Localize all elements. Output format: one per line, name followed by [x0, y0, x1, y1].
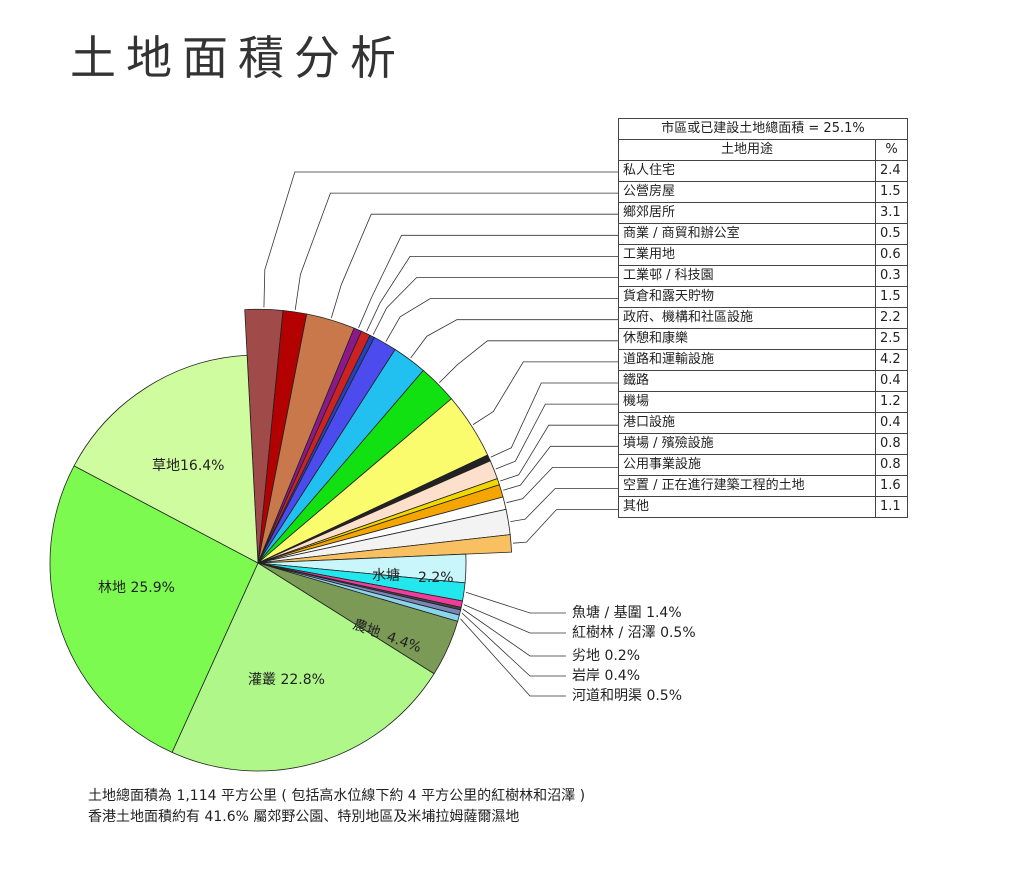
- legend-pct: 0.8: [875, 433, 908, 455]
- leader-line: [462, 608, 566, 657]
- pie-slice: [49, 465, 259, 753]
- callout-label: 劣地 0.2%: [572, 648, 640, 664]
- leader-line: [472, 361, 618, 425]
- legend-pct: 2.4: [875, 160, 908, 182]
- legend-pct: 1.5: [875, 286, 908, 308]
- leader-line: [512, 509, 618, 544]
- leader-line: [460, 618, 566, 697]
- legend-use: 空置 / 正在進行建築工程的土地: [618, 475, 876, 497]
- legend-row: 商業 / 商貿和辦公室 0.5: [618, 223, 908, 245]
- leader-line: [463, 604, 566, 634]
- legend-row: 其他 1.1: [618, 496, 908, 518]
- pie-slice: [257, 534, 512, 564]
- legend-row: 政府、機構和社區設施 2.2: [618, 307, 908, 329]
- legend-use: 道路和運輸設施: [618, 349, 876, 371]
- footnotes: 土地總面積為 1,114 平方公里 ( 包括高水位線下約 4 平方公里的紅樹林和…: [88, 786, 585, 828]
- callout-label: 岩岸 0.4%: [572, 668, 640, 684]
- pie-slice: [171, 562, 435, 772]
- legend-use: 工業用地: [618, 244, 876, 266]
- leader-line: [465, 591, 566, 614]
- legend-use: 鐵路: [618, 370, 876, 392]
- legend-pct: 3.1: [875, 202, 908, 224]
- leader-line: [410, 319, 618, 359]
- legend-pct: 4.2: [875, 349, 908, 371]
- slice-label-woodland: 林地 25.9%: [98, 580, 175, 596]
- legend-use: 公用事業設施: [618, 454, 876, 476]
- leader-line: [366, 255, 618, 332]
- legend-pct: 0.3: [875, 265, 908, 287]
- legend-use: 工業邨 / 科技園: [618, 265, 876, 287]
- pie-slices: [49, 308, 512, 772]
- leader-line: [372, 277, 618, 335]
- legend-use: 貨倉和露天貯物: [618, 286, 876, 308]
- legend-row: 休憩和康樂 2.5: [618, 328, 908, 350]
- leader-line: [294, 192, 618, 311]
- legend-row: 公用事業設施 0.8: [618, 454, 908, 476]
- leader-line: [500, 424, 618, 482]
- legend-pct: 1.6: [875, 475, 908, 497]
- legend-pct: 0.5: [875, 223, 908, 245]
- legend-row: 工業邨 / 科技園 0.3: [618, 265, 908, 287]
- legend-row: 機場 1.2: [618, 391, 908, 413]
- legend-use: 公營房屋: [618, 181, 876, 203]
- leader-line: [385, 298, 618, 342]
- leader-line: [503, 445, 618, 491]
- legend-pct: 0.6: [875, 244, 908, 266]
- legend-row: 鐵路 0.4: [618, 370, 908, 392]
- legend-row: 港口設施 0.4: [618, 412, 908, 434]
- callout-label: 紅樹林 / 沼澤 0.5%: [572, 625, 696, 641]
- legend-use: 商業 / 商貿和辦公室: [618, 223, 876, 245]
- slice-label-reservoir-name: 水塘: [372, 568, 400, 584]
- callout-label: 魚塘 / 基圍 1.4%: [572, 604, 682, 621]
- legend-use: 墳場 / 殯殮設施: [618, 433, 876, 455]
- legend-use: 鄉郊居所: [618, 202, 876, 224]
- leader-lines: [263, 171, 618, 697]
- legend-col-use: 土地用途: [618, 139, 876, 161]
- legend-use: 其他: [618, 496, 876, 518]
- legend-pct: 0.8: [875, 454, 908, 476]
- legend-row: 私人住宅 2.4: [618, 160, 908, 182]
- slice-label-reservoir-value: 2.2%: [418, 570, 454, 586]
- leader-line: [495, 403, 618, 470]
- legend-row: 墳場 / 殯殮設施 0.8: [618, 433, 908, 455]
- legend-row: 公營房屋 1.5: [618, 181, 908, 203]
- legend-use: 私人住宅: [618, 160, 876, 182]
- callout-label: 河道和明渠 0.5%: [572, 688, 682, 704]
- legend-pct: 1.5: [875, 181, 908, 203]
- legend-pct: 1.2: [875, 391, 908, 413]
- slice-label-shrub: 灌叢 22.8%: [248, 672, 325, 688]
- legend-pct: 0.4: [875, 412, 908, 434]
- legend-row: 道路和運輸設施 4.2: [618, 349, 908, 371]
- legend-use: 休憩和康樂: [618, 328, 876, 350]
- legend-header: 市區或已建設土地總面積 = 25.1%: [618, 118, 908, 140]
- legend-row: 貨倉和露天貯物 1.5: [618, 286, 908, 308]
- legend-col-pct: %: [875, 139, 908, 161]
- leader-line: [330, 213, 618, 319]
- leader-line: [439, 340, 618, 383]
- legend-use: 機場: [618, 391, 876, 413]
- legend-row: 鄉郊居所 3.1: [618, 202, 908, 224]
- pie-slice: [73, 354, 259, 564]
- legend-use: 港口設施: [618, 412, 876, 434]
- legend-row: 空置 / 正在進行建築工程的土地 1.6: [618, 475, 908, 497]
- leader-line: [510, 488, 618, 523]
- leader-line: [506, 466, 618, 504]
- leader-line: [358, 234, 618, 328]
- leader-line: [263, 171, 618, 308]
- legend-pct: 1.1: [875, 496, 908, 518]
- legend-pct: 0.4: [875, 370, 908, 392]
- footnote: 土地總面積為 1,114 平方公里 ( 包括高水位線下約 4 平方公里的紅樹林和…: [88, 788, 586, 804]
- slice-label-grassland: 草地16.4%: [152, 458, 224, 474]
- legend-table: 市區或已建設土地總面積 = 25.1% 土地用途 % 私人住宅 2.4 公營房屋 1…: [618, 118, 908, 518]
- footnote: 香港土地面積約有 41.6% 屬郊野公園、特別地區及米埔拉姆薩爾濕地: [88, 809, 520, 825]
- legend-pct: 2.5: [875, 328, 908, 350]
- legend-use: 政府、機構和社區設施: [618, 307, 876, 329]
- legend-pct: 2.2: [875, 307, 908, 329]
- page-title: 土地面積分析: [70, 31, 406, 85]
- legend-row: 工業用地 0.6: [618, 244, 908, 266]
- leader-line: [490, 382, 618, 458]
- leader-line: [461, 612, 566, 677]
